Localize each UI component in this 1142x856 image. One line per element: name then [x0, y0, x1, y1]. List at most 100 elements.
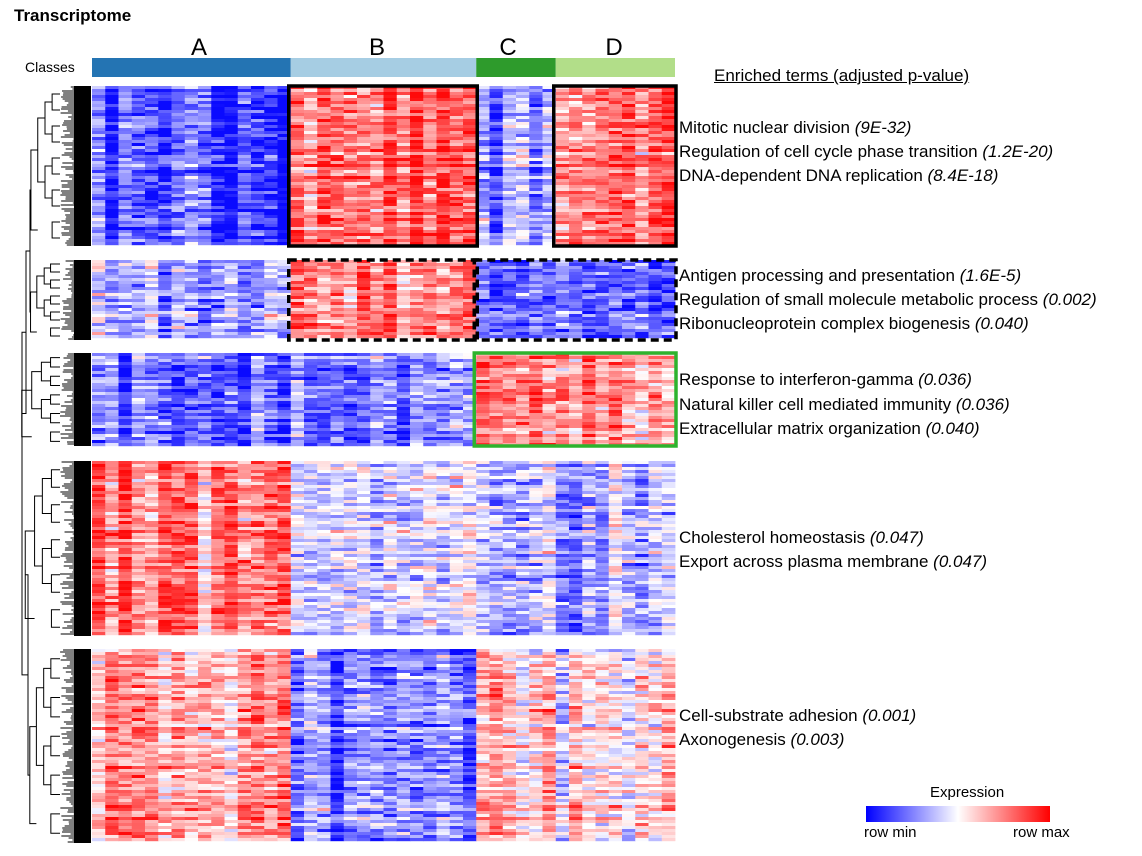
heatmap-cell — [171, 92, 186, 96]
heatmap-cell — [198, 188, 212, 192]
heatmap-cell — [277, 335, 292, 339]
heatmap-cell — [290, 188, 305, 192]
heatmap-cell — [582, 293, 596, 297]
heatmap-cell — [330, 314, 345, 318]
heatmap-cell — [357, 413, 371, 417]
heatmap-cell — [357, 305, 371, 309]
heatmap-cell — [383, 263, 398, 267]
heatmap-cell — [237, 185, 252, 189]
heatmap-cell — [158, 314, 172, 318]
heatmap-cell — [502, 212, 517, 216]
heatmap-cell — [542, 158, 557, 162]
heatmap-cell — [224, 266, 239, 270]
heatmap-cell — [569, 269, 583, 273]
heatmap-cell — [436, 353, 451, 357]
heatmap-cell — [582, 239, 596, 243]
heatmap-cell — [330, 179, 345, 183]
heatmap-cell — [489, 128, 504, 132]
heatmap-cell — [370, 104, 384, 108]
heatmap-cell — [569, 320, 583, 324]
heatmap-cell — [184, 134, 199, 138]
heatmap-cell — [304, 161, 318, 165]
heatmap-cell — [171, 194, 186, 198]
heatmap-cell — [198, 134, 212, 138]
heatmap-cell — [370, 221, 384, 225]
heatmap-cell — [423, 275, 437, 279]
heatmap-cell — [489, 383, 504, 387]
heatmap-cell — [145, 422, 159, 426]
heatmap-cell — [343, 209, 358, 213]
heatmap-cell — [357, 239, 371, 243]
heatmap-cell — [330, 221, 345, 225]
heatmap-cell — [410, 230, 424, 234]
heatmap-cell — [463, 107, 477, 111]
heatmap-cell — [118, 383, 133, 387]
heatmap-cell — [330, 269, 345, 273]
heatmap-cell — [423, 182, 437, 186]
heatmap-cell — [158, 200, 172, 204]
heatmap-cell — [529, 104, 543, 108]
heatmap-cell — [449, 314, 464, 318]
heatmap-cell — [171, 278, 186, 282]
heatmap-cell — [648, 428, 663, 432]
heatmap-cell — [198, 464, 212, 468]
heatmap-cell — [317, 467, 331, 471]
heatmap-cell — [118, 167, 133, 171]
heatmap-cell — [595, 149, 610, 153]
heatmap-cell — [436, 335, 451, 339]
heatmap-cell — [184, 398, 199, 402]
heatmap-cell — [118, 86, 133, 90]
heatmap-cell — [529, 224, 543, 228]
heatmap-cell — [211, 113, 225, 117]
heatmap-cell — [251, 398, 265, 402]
heatmap-cell — [516, 140, 530, 144]
heatmap-cell — [92, 200, 106, 204]
heatmap-cell — [198, 422, 212, 426]
heatmap-cell — [463, 155, 477, 159]
heatmap-cell — [290, 170, 305, 174]
heatmap-cell — [516, 467, 530, 471]
heatmap-cell — [542, 335, 557, 339]
heatmap-cell — [224, 425, 239, 429]
heatmap-cell — [158, 335, 172, 339]
heatmap-cell — [436, 428, 451, 432]
heatmap-cell — [569, 113, 583, 117]
heatmap-cell — [224, 392, 239, 396]
heatmap-cell — [158, 158, 172, 162]
heatmap-cell — [343, 173, 358, 177]
heatmap-cell — [330, 311, 345, 315]
heatmap-cell — [171, 128, 186, 132]
heatmap-cell — [595, 356, 610, 360]
heatmap-cell — [370, 242, 384, 246]
heatmap-cell — [118, 188, 133, 192]
heatmap-cell — [330, 116, 345, 120]
heatmap-cell — [92, 212, 106, 216]
heatmap-cell — [410, 161, 424, 165]
heatmap-cell — [449, 230, 464, 234]
heatmap-cell — [184, 155, 199, 159]
heatmap-cell — [171, 263, 186, 267]
heatmap-cell — [251, 239, 265, 243]
heatmap-cell — [251, 107, 265, 111]
heatmap-cell — [92, 353, 106, 357]
heatmap-cell — [343, 152, 358, 156]
heatmap-cell — [224, 419, 239, 423]
heatmap-cell — [184, 314, 199, 318]
heatmap-cell — [542, 122, 557, 126]
heatmap-cell — [105, 404, 119, 408]
heatmap-cell — [582, 194, 596, 198]
heatmap-cell — [211, 119, 225, 123]
heatmap-cell — [92, 113, 106, 117]
heatmap-cell — [211, 371, 225, 375]
heatmap-cell — [131, 89, 146, 93]
heatmap-cell — [582, 332, 596, 336]
heatmap-cell — [476, 293, 490, 297]
heatmap-cell — [661, 182, 676, 186]
heatmap-cell — [211, 317, 225, 321]
heatmap-cell — [661, 272, 676, 276]
heatmap-cell — [184, 281, 199, 285]
heatmap-cell — [198, 152, 212, 156]
heatmap-cell — [304, 374, 318, 378]
heatmap-cell — [237, 326, 252, 330]
heatmap-cell — [582, 212, 596, 216]
